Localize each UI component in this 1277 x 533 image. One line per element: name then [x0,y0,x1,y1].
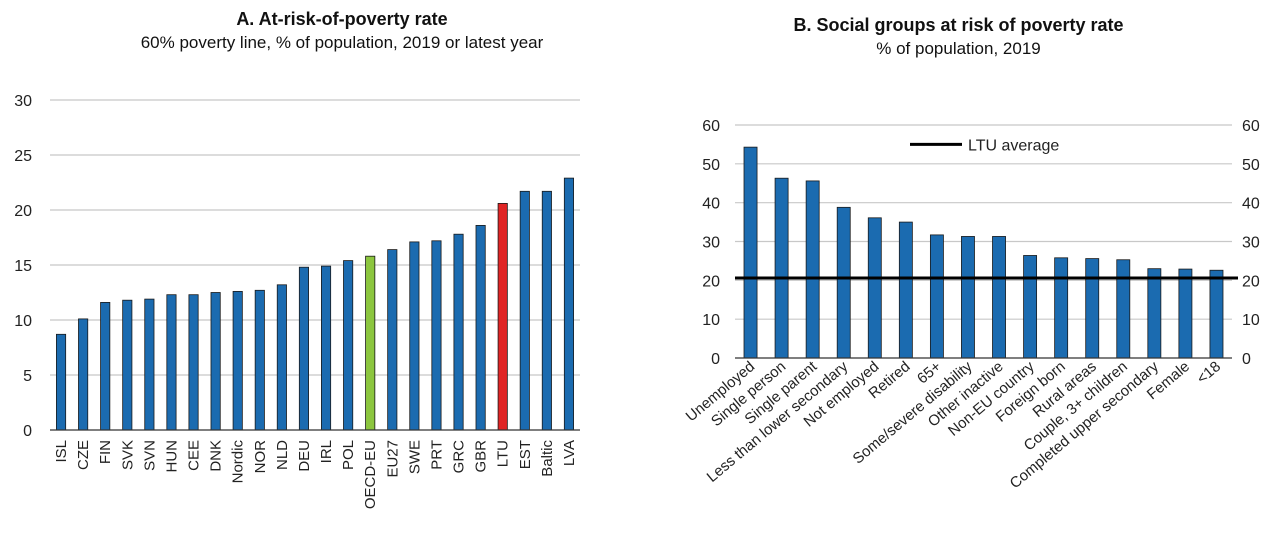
chart-b-bar [805,180,820,359]
chart-a-category-label: ISL [53,440,70,463]
chart-a-category-label: GRC [451,440,468,474]
chart-b-bar [929,234,944,359]
chart-a-plot: 0 5 10 15 20 25 30 ISL CZE FIN SVK SVN HUN CEE DNK Nord… [14,93,580,509]
chart-a-ytick-label: 5 [23,368,32,385]
chart-b-ytick-label-right: 20 [1242,273,1260,290]
chart-a-category-label: IRL [318,440,335,463]
chart-a-category-label: LTU [495,440,512,467]
chart-b-ytick-label-right: 10 [1242,312,1260,329]
chart-b-bar [867,217,882,359]
chart-a-category-label: SWE [406,440,423,474]
chart-panel-a: A. At-risk-of-poverty rate 60% poverty l… [0,0,600,533]
chart-a-bar [254,289,265,431]
chart-a-category-label: DEU [296,440,313,472]
chart-b-bar [1116,259,1131,359]
chart-a-category-label: NLD [274,440,291,470]
chart-a-bar [453,233,464,431]
chart-a-bar [475,224,486,431]
chart-a-category-label: PRT [428,440,445,470]
chart-a-bar [122,299,133,431]
chart-panel-b: B. Social groups at risk of poverty rate… [640,0,1277,533]
chart-a-bar [321,265,332,431]
chart-a-bar [387,249,398,431]
chart-a-bar [541,190,552,431]
chart-b-ytick-label-right: 0 [1242,351,1251,368]
chart-a-category-label: HUN [163,440,180,473]
chart-a-category-label: LVA [561,440,578,466]
chart-a-bar [78,318,89,431]
chart-a-category-label: NOR [252,440,269,474]
chart-a-category-label: FIN [97,440,114,464]
chart-a-ytick-label: 20 [14,203,32,220]
chart-b-ytick-label-right: 50 [1242,157,1260,174]
chart-a-category-label: OECD-EU [362,440,379,509]
chart-a-bar [365,255,376,431]
chart-a-bar [56,333,67,431]
chart-a-category-label: EU27 [384,440,401,478]
chart-a-bar [188,294,199,431]
chart-a-ytick-label: 30 [14,93,32,110]
chart-a-bar [100,301,111,431]
chart-a-category-label: GBR [473,440,490,473]
chart-b-bar [898,221,913,359]
chart-a-bar [563,177,574,431]
chart-a-ytick-label: 15 [14,258,32,275]
chart-a-ytick-label: 10 [14,313,32,330]
chart-b-bar [961,236,975,359]
chart-b-ytick-label: 10 [702,312,720,329]
chart-a-category-label: Nordic [230,440,247,484]
chart-b-legend-label: LTU average [968,137,1059,154]
chart-b-bar [1178,268,1193,359]
chart-a-ytick-label: 25 [14,148,32,165]
chart-b-ytick-label: 40 [702,196,720,213]
chart-b-subtitle: % of population, 2019 [876,39,1041,58]
chart-a-category-label: EST [517,440,534,469]
chart-a-category-label: CZE [75,440,92,470]
chart-a-bar [166,294,177,431]
chart-b-ytick-label: 60 [702,118,720,135]
chart-a-bar [276,284,287,431]
chart-b-ytick-label-right: 40 [1242,196,1260,213]
chart-b-bar [992,236,1006,359]
chart-b-bar [1085,258,1100,359]
chart-b-ytick-label: 20 [702,273,720,290]
chart-b-bar [1209,269,1224,359]
chart-a-bar [298,266,309,431]
chart-a-bar [343,260,354,431]
chart-b-bar [743,146,758,359]
chart-a-category-label: SVN [141,440,158,471]
chart-b-bar [1054,257,1069,359]
chart-b-bar [774,177,789,359]
chart-a-bar [232,290,243,431]
chart-a-category-label: Baltic [539,440,556,477]
chart-b-ytick-label: 50 [702,157,720,174]
chart-a-title: A. At-risk-of-poverty rate [236,9,448,29]
chart-b-ytick-label: 0 [711,351,720,368]
chart-b-bar [1023,255,1038,359]
chart-b-title: B. Social groups at risk of poverty rate [793,15,1124,35]
chart-a-ytick-label: 0 [23,423,32,440]
chart-a-bar [519,190,530,431]
chart-a-bar [497,202,508,431]
chart-a-category-label: CEE [186,440,203,471]
chart-b-bar [1147,268,1162,359]
chart-a-bar [409,241,420,431]
chart-a-bar [431,240,442,431]
chart-b-bar [836,206,851,359]
chart-a-category-label: DNK [208,440,225,472]
chart-a-category-label: POL [340,440,357,470]
chart-a-category-label: SVK [119,440,136,470]
chart-b-ytick-label-right: 60 [1242,118,1260,135]
chart-a-subtitle: 60% poverty line, % of population, 2019 … [140,33,544,52]
chart-a-bar [210,292,221,431]
chart-b-ytick-label: 30 [702,235,720,252]
chart-b-ytick-label-right: 30 [1242,235,1260,252]
chart-a-bar [144,298,155,431]
chart-b-category-label: <18 [1194,358,1224,387]
